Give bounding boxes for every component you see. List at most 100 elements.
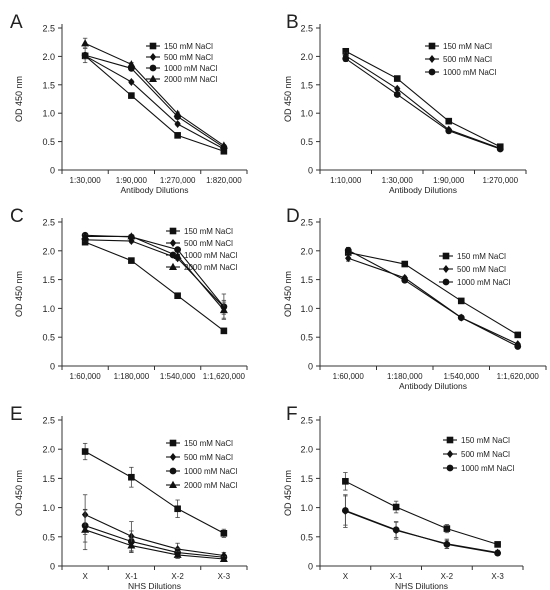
y-tick-label: 2.0 [300,246,313,256]
x-tick-label: X-3 [491,572,504,581]
data-point [220,529,228,537]
legend-marker [149,64,157,72]
legend-label: 500 mM NaCl [457,265,506,274]
data-point [457,314,465,322]
data-point [494,541,501,548]
x-tick-label: 1:30,000 [70,176,102,185]
legend-marker [428,55,436,63]
data-point [496,145,504,153]
data-point [127,541,136,549]
data-point [128,92,135,99]
data-point [514,343,522,350]
legend-marker [446,450,454,458]
legend-label: 1000 mM NaCl [443,68,497,77]
y-axis-title: OD 450 nm [283,76,293,122]
data-point [445,117,453,125]
data-point [457,297,465,305]
y-tick-label: 2.0 [42,52,55,62]
series-1000-mm-nacl [344,246,522,350]
panel-label: D [286,206,300,227]
x-tick-label: 1:1,620,000 [203,372,246,381]
x-tick-label: 1:180,000 [114,372,150,381]
data-point [174,132,181,139]
series-line [348,257,518,345]
data-point [393,91,401,98]
chart-panel-a: A 0 0.5 1.0 1.5 2.0 2.5 1:30,000 1:90,000 1:270,0… [10,12,248,195]
series-150-mm-nacl [81,442,228,538]
data-point [174,119,181,128]
x-tick-label: X-2 [171,572,184,581]
y-tick-label: 0 [308,362,313,372]
legend-label: 150 mM NaCl [461,436,510,445]
data-point [219,305,228,314]
panel-label: E [10,404,23,425]
data-point [344,246,352,254]
legend-label: 500 mM NaCl [461,450,510,459]
x-tick-label: 1:10,000 [330,176,362,185]
legend-label: 150 mM NaCl [164,42,213,51]
x-axis-title: Antibody Dilutions [389,185,457,195]
x-tick-label: X [82,572,88,581]
data-point [219,141,228,149]
series-line [84,55,225,150]
legend-label: 1000 mM NaCl [461,464,515,473]
data-point [81,51,89,59]
data-point [128,473,135,481]
legend-marker [149,53,157,61]
y-tick-label: 1.0 [42,109,55,119]
legend-marker [149,42,157,50]
data-point [342,47,350,55]
series-line [84,42,225,147]
y-tick-label: 0.5 [300,333,313,343]
chart-panel-f: F 0 0.5 1.0 1.5 2.0 2.5 X X-1 X-2 X-3 OD 450 nm NHS … [283,404,524,590]
chart-panel-b: B 0 0.5 1.0 1.5 2.0 2.5 1:10,000 1:30,000 1:90,00… [283,12,527,195]
legend-label: 150 mM NaCl [457,252,506,261]
x-axis-title: Antibody Dilutions [399,381,467,391]
x-tick-label: 1:540,000 [443,372,479,381]
data-point [514,331,522,339]
y-tick-label: 0.5 [300,137,313,147]
data-point [392,503,400,511]
data-point [128,257,135,264]
legend-marker [169,467,177,475]
x-tick-label: 1:90,000 [116,176,148,185]
y-tick-label: 1.5 [300,80,313,90]
series-150-mm-nacl [344,247,522,339]
legend-label: 2000 mM NaCl [184,263,238,272]
data-point [394,84,401,93]
legend-label: 150 mM NaCl [184,439,233,448]
series-line [84,241,225,332]
y-tick-label: 0 [50,166,55,176]
y-tick-label: 0.5 [42,137,55,147]
legend-label: 500 mM NaCl [443,55,492,64]
y-tick-label: 1.5 [42,474,55,484]
x-axis-title: Antibody Dilutions [120,185,188,195]
x-tick-label: 1:60,000 [333,372,365,381]
legend-label: 150 mM NaCl [184,227,233,236]
legend-marker [169,453,177,461]
y-axis-title: OD 450 nm [14,271,24,317]
data-point [443,525,451,532]
series-line [85,235,225,311]
legend-label: 150 mM NaCl [443,42,492,51]
legend-label: 1000 mM NaCl [457,278,511,287]
y-tick-label: 0 [50,362,55,372]
series-line [84,54,225,148]
legend-marker [149,74,157,82]
y-tick-label: 1.0 [42,503,55,513]
x-tick-label: 1:270,000 [160,176,196,185]
series-line [84,451,225,534]
panel-label: B [286,12,299,33]
data-point [81,232,90,240]
legend-label: 500 mM NaCl [164,53,213,62]
y-tick-label: 2.5 [42,416,55,426]
x-tick-label: 1:1,620,000 [497,372,540,381]
y-axis-title: OD 450 nm [14,76,24,122]
y-tick-label: 2.0 [300,445,313,455]
data-point [401,276,409,284]
legend-label: 2000 mM NaCl [164,75,218,84]
data-point [401,260,409,268]
legend-marker [169,227,177,235]
y-tick-label: 1.0 [42,304,55,314]
legend-marker [169,480,177,488]
